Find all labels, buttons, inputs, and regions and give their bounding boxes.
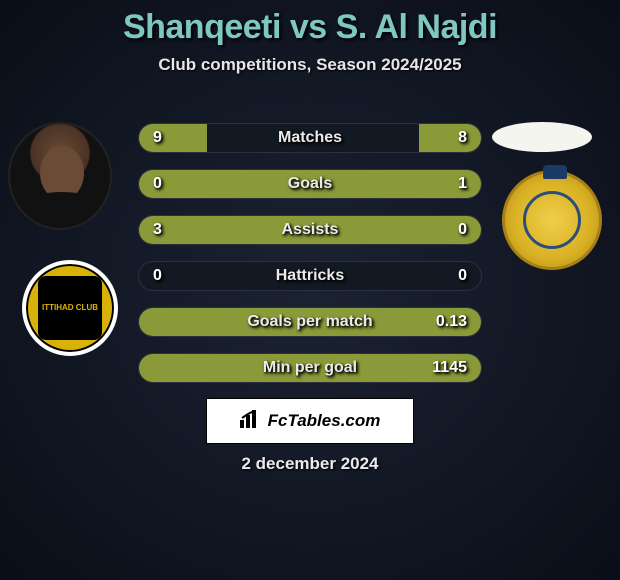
brand-text: FcTables.com xyxy=(268,411,381,431)
stat-value-left: 0 xyxy=(153,175,203,193)
stat-value-right: 1145 xyxy=(417,359,467,377)
page-subtitle: Club competitions, Season 2024/2025 xyxy=(0,55,620,75)
stat-label: Min per goal xyxy=(203,359,417,377)
stat-label: Matches xyxy=(203,129,417,147)
stats-container: 9Matches80Goals13Assists00Hattricks0Goal… xyxy=(138,123,482,399)
stat-value-left: 3 xyxy=(153,221,203,239)
stat-row: Min per goal1145 xyxy=(138,353,482,383)
stat-label: Assists xyxy=(203,221,417,239)
stat-row: 3Assists0 xyxy=(138,215,482,245)
footer-date: 2 december 2024 xyxy=(0,454,620,474)
club-left-label: ITTIHAD CLUB xyxy=(38,276,102,340)
stat-value-left: 9 xyxy=(153,129,203,147)
chart-icon xyxy=(240,410,260,433)
club-right-inner xyxy=(523,191,581,249)
stat-row: 9Matches8 xyxy=(138,123,482,153)
player-left-avatar xyxy=(8,122,112,230)
club-left-badge: ITTIHAD CLUB xyxy=(22,260,118,356)
stat-label: Goals xyxy=(203,175,417,193)
stat-row: 0Goals1 xyxy=(138,169,482,199)
stat-value-right: 1 xyxy=(417,175,467,193)
page-title: Shanqeeti vs S. Al Najdi xyxy=(0,0,620,47)
stat-row: Goals per match0.13 xyxy=(138,307,482,337)
stat-label: Hattricks xyxy=(203,267,417,285)
stat-value-right: 0 xyxy=(417,267,467,285)
stat-value-left: 0 xyxy=(153,267,203,285)
player-right-avatar xyxy=(492,122,592,152)
club-right-badge xyxy=(502,170,602,270)
stat-row: 0Hattricks0 xyxy=(138,261,482,291)
stat-value-right: 8 xyxy=(417,129,467,147)
brand-badge: FcTables.com xyxy=(206,398,414,444)
stat-value-right: 0 xyxy=(417,221,467,239)
stat-value-right: 0.13 xyxy=(417,313,467,331)
stat-label: Goals per match xyxy=(203,313,417,331)
